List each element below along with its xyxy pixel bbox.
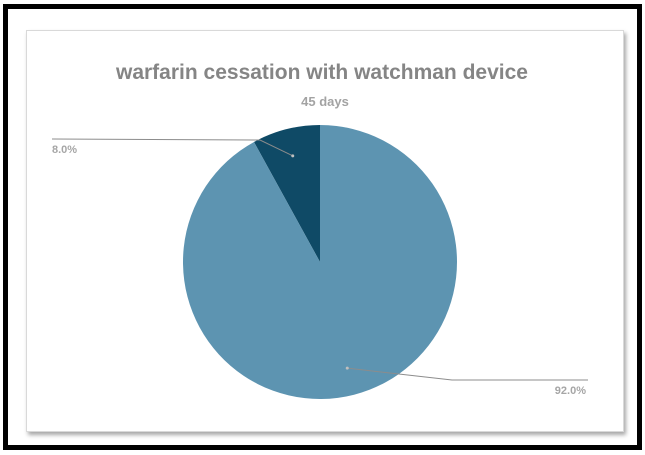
pie-slice-1	[183, 125, 457, 399]
data-label-slice-0: 8.0%	[52, 144, 77, 156]
leader-dot-1	[346, 367, 349, 370]
pie-slices	[183, 125, 457, 399]
chart-subtitle: 45 days	[301, 94, 349, 109]
chart-title: warfarin cessation with watchman device	[115, 61, 528, 84]
data-label-slice-1: 92.0%	[555, 385, 586, 397]
leader-dot-0	[291, 154, 294, 157]
